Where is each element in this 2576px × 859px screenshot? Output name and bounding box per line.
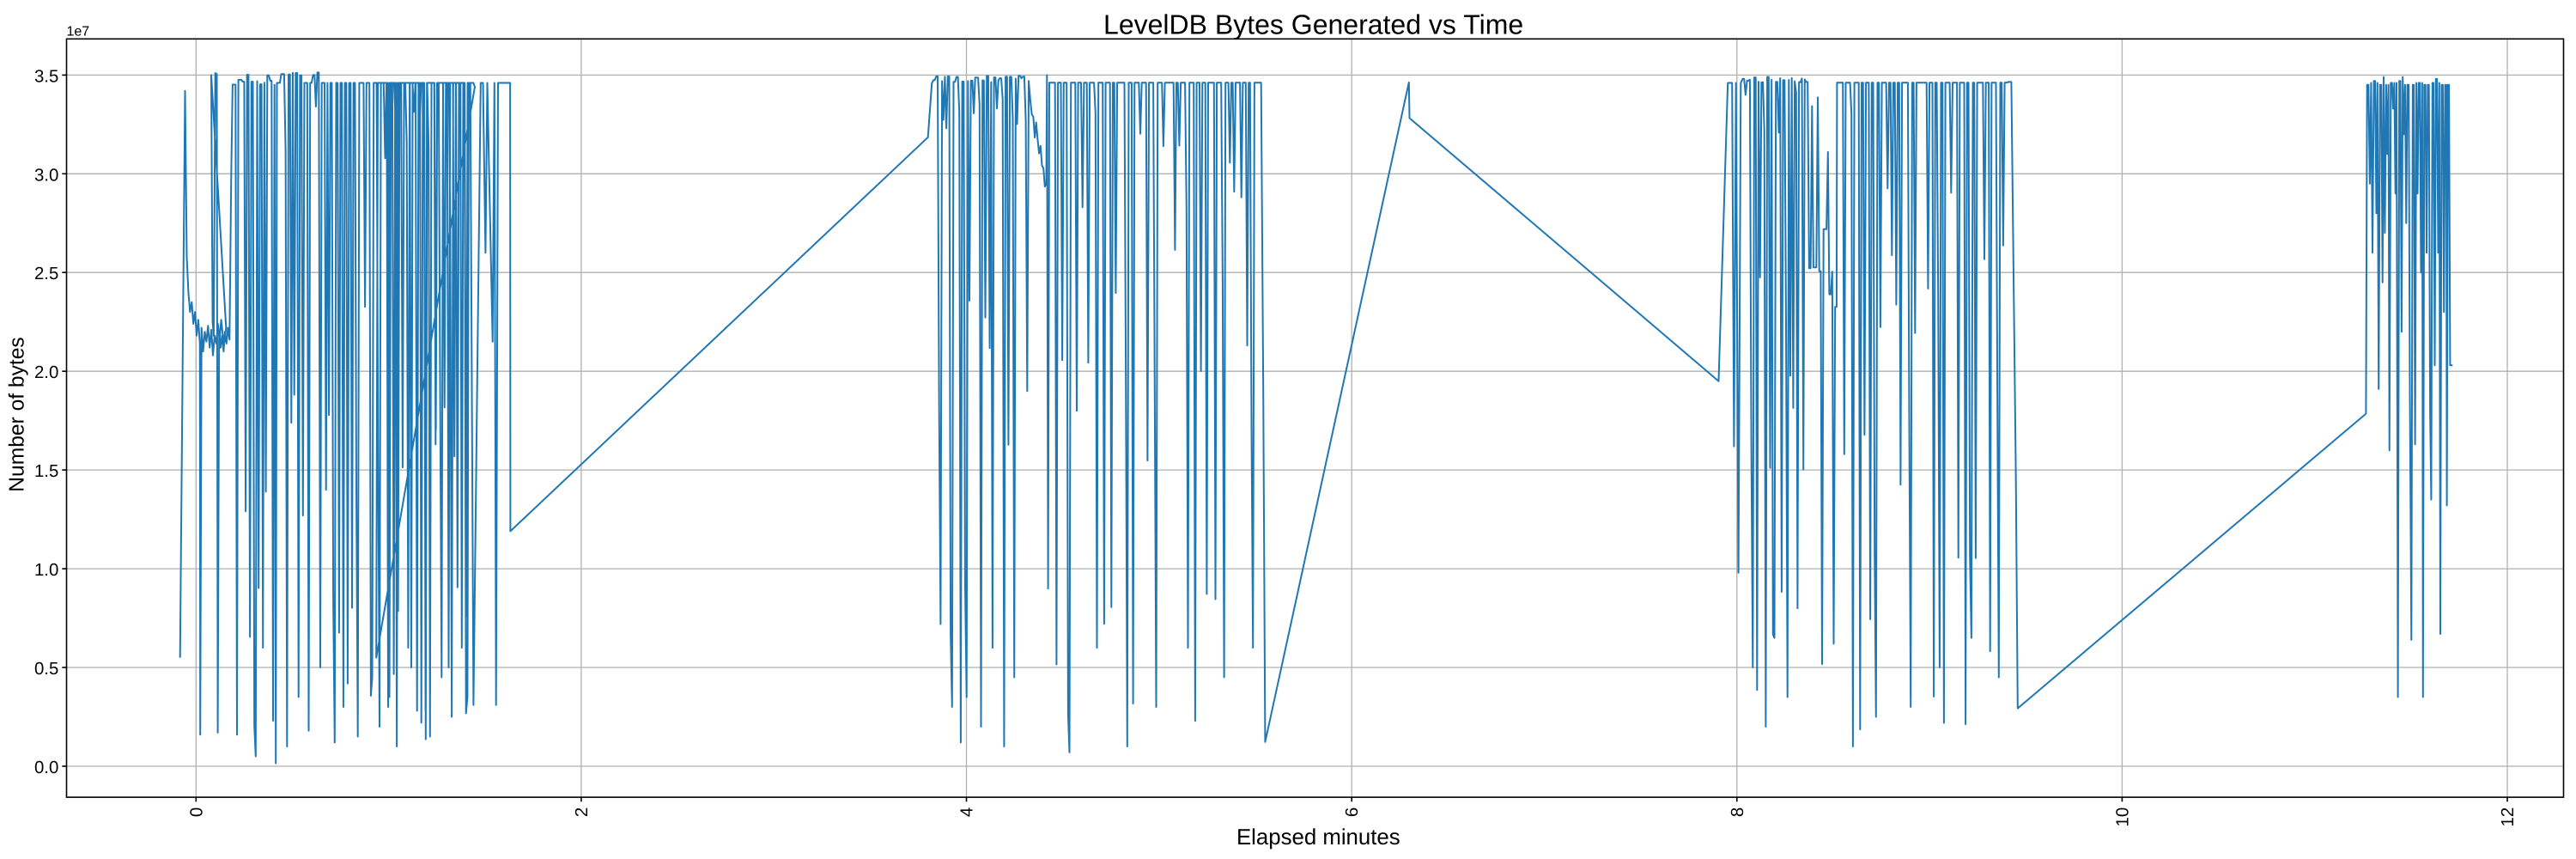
- svg-text:LevelDB Bytes Generated vs Tim: LevelDB Bytes Generated vs Time: [1103, 9, 1523, 40]
- svg-text:6: 6: [1343, 807, 1362, 817]
- svg-text:10: 10: [2113, 807, 2132, 827]
- svg-text:Number of bytes: Number of bytes: [6, 337, 29, 491]
- svg-text:0.0: 0.0: [34, 758, 58, 777]
- svg-text:1.0: 1.0: [34, 561, 58, 580]
- svg-text:8: 8: [1728, 807, 1747, 817]
- svg-text:0: 0: [187, 807, 206, 817]
- svg-text:3.0: 3.0: [34, 166, 58, 185]
- svg-text:3.5: 3.5: [34, 67, 58, 86]
- svg-text:1e7: 1e7: [67, 25, 90, 40]
- svg-text:2: 2: [573, 807, 592, 817]
- svg-text:2.5: 2.5: [34, 265, 58, 283]
- svg-text:1.5: 1.5: [34, 462, 58, 481]
- svg-text:12: 12: [2499, 807, 2518, 827]
- svg-text:4: 4: [958, 807, 977, 817]
- svg-text:2.0: 2.0: [34, 363, 58, 382]
- svg-text:Elapsed minutes: Elapsed minutes: [1236, 825, 1400, 850]
- svg-text:0.5: 0.5: [34, 660, 58, 679]
